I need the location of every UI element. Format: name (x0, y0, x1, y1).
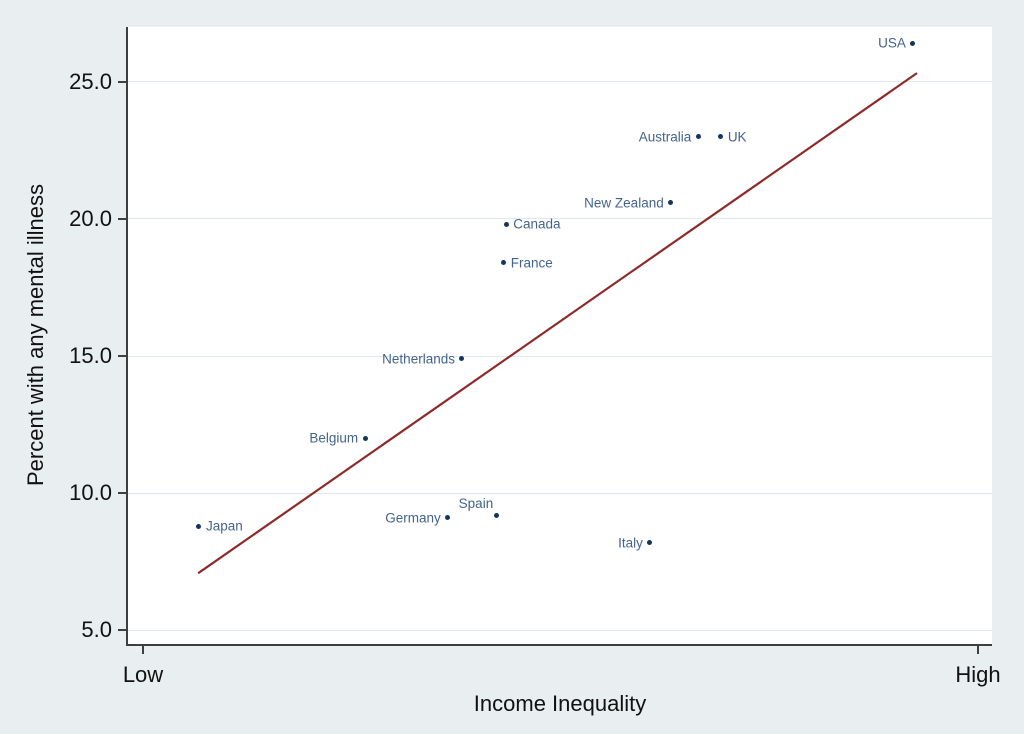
point-label: Canada (513, 216, 561, 232)
point-label: Spain (458, 496, 494, 512)
point-label: USA (878, 35, 906, 51)
point-marker (718, 134, 724, 140)
point-label: Italy (618, 535, 643, 551)
point-marker (493, 512, 499, 518)
point-marker (910, 40, 916, 46)
point-label: Australia (638, 129, 692, 145)
y-tick-mark (118, 355, 126, 358)
y-tick-mark (118, 80, 126, 83)
point-marker (695, 134, 701, 140)
gridline (128, 81, 992, 83)
x-tick-mark (977, 646, 979, 654)
gridline (128, 629, 992, 631)
point-marker (445, 515, 451, 521)
point-marker (503, 221, 509, 227)
point-label: Netherlands (382, 351, 455, 367)
y-tick-label: 5.0 (81, 617, 112, 643)
y-tick-label: 20.0 (69, 205, 112, 231)
y-tick-label: 15.0 (69, 343, 112, 369)
point-label: France (510, 255, 553, 271)
x-tick-mark (142, 646, 144, 654)
point-marker (501, 260, 507, 266)
y-tick-mark (118, 629, 126, 632)
trend-line (197, 72, 918, 574)
point-marker (459, 356, 465, 362)
point-label: Belgium (309, 430, 359, 446)
x-tick-label: High (955, 662, 1001, 687)
x-tick-label: Low (122, 662, 164, 687)
x-axis-line (126, 644, 992, 646)
trend-line-layer (197, 72, 918, 574)
point-label: New Zealand (584, 195, 664, 210)
point-label: Germany (385, 510, 441, 526)
y-axis-title: Percent with any mental illness (23, 183, 48, 487)
point-marker (647, 540, 653, 546)
point-marker (362, 435, 368, 441)
y-tick-mark (118, 492, 126, 495)
point-marker (196, 523, 202, 529)
plot-area: Japan Belgium Germany Netherlands Spain Franc… (128, 27, 992, 644)
point-marker (668, 200, 674, 205)
x-axis-title: Income Inequality (473, 691, 647, 716)
gridline (128, 218, 992, 220)
y-tick-label: 10.0 (69, 480, 112, 506)
gridline (128, 492, 992, 494)
point-label: Japan (205, 518, 243, 534)
y-tick-label: 25.0 (69, 68, 112, 94)
y-tick-mark (118, 217, 126, 220)
point-label: UK (727, 129, 747, 145)
gridline (128, 355, 992, 357)
y-axis-line (126, 27, 128, 646)
